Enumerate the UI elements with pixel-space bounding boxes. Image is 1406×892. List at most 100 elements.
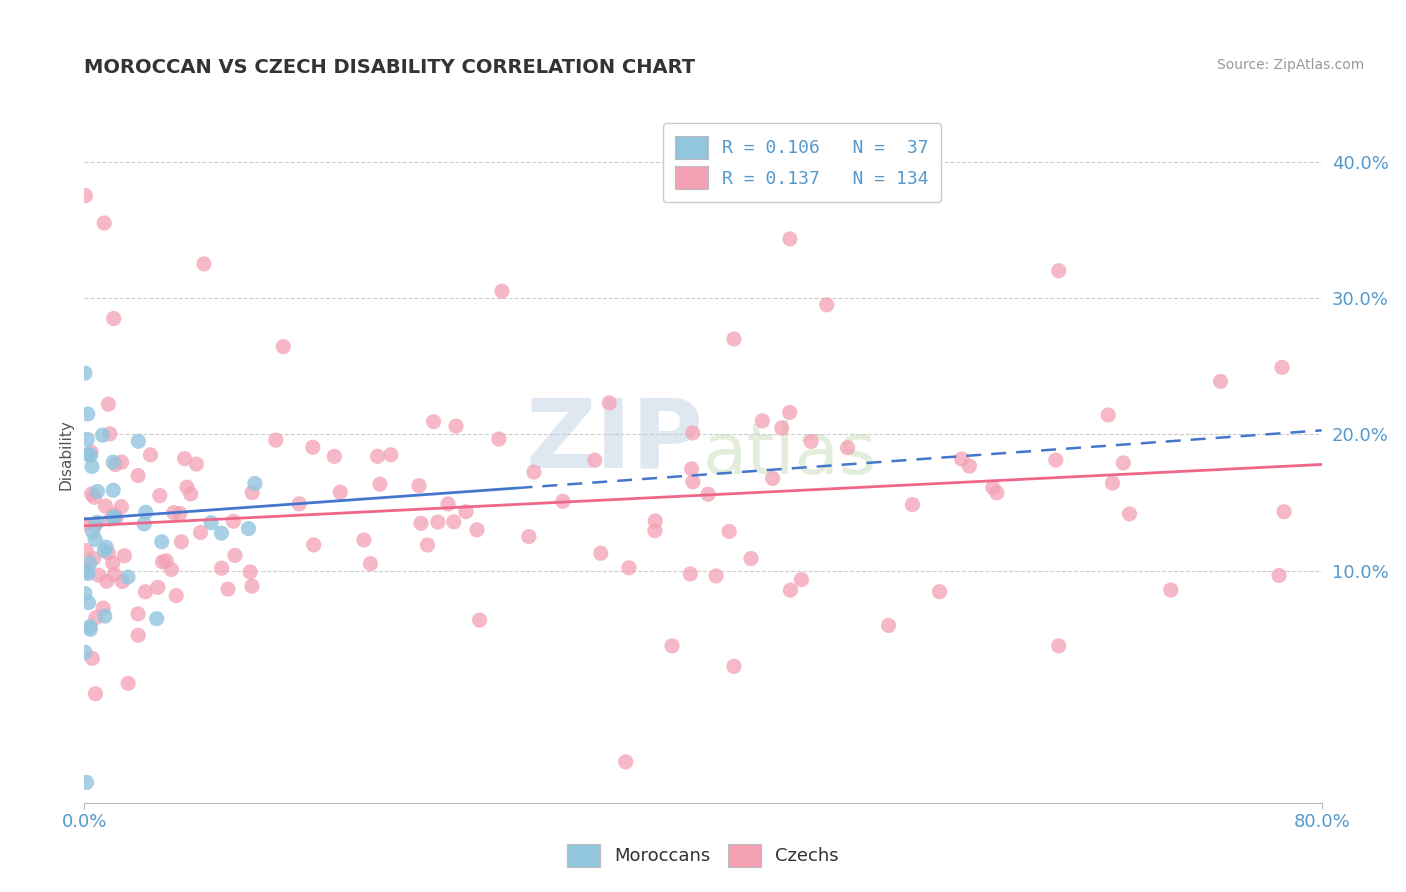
Point [779, 232, 801, 246]
Point [589, 546, 612, 560]
Point [779, 583, 801, 598]
Point [240, 579, 263, 593]
Point [238, 522, 260, 536]
Point [800, 434, 823, 449]
Point [160, 562, 183, 576]
Point [1272, 505, 1295, 519]
Point [103, 511, 125, 525]
Point [762, 471, 785, 485]
Point [1112, 456, 1135, 470]
Point [111, 574, 134, 589]
Point [103, 567, 125, 582]
Point [79, 448, 101, 462]
Point [80, 445, 103, 459]
Point [73, 517, 96, 532]
Point [83, 491, 105, 505]
Point [82, 651, 104, 665]
Point [110, 500, 132, 514]
Point [103, 483, 125, 498]
Point [408, 478, 430, 492]
Text: ZIP: ZIP [524, 394, 703, 488]
Point [76, 775, 98, 789]
Point [155, 554, 177, 568]
Point [110, 455, 132, 469]
Point [73, 645, 96, 659]
Point [981, 481, 1004, 495]
Point [426, 515, 449, 529]
Point [491, 284, 513, 298]
Point [146, 580, 169, 594]
Point [173, 451, 195, 466]
Point [100, 512, 122, 526]
Point [200, 516, 222, 530]
Point [409, 516, 432, 531]
Point [87, 568, 110, 582]
Point [127, 607, 149, 621]
Point [149, 489, 172, 503]
Point [94, 609, 117, 624]
Point [488, 432, 510, 446]
Point [367, 449, 389, 463]
Point [928, 584, 950, 599]
Point [180, 487, 202, 501]
Point [80, 459, 103, 474]
Point [170, 534, 193, 549]
Point [186, 457, 208, 471]
Point [517, 530, 540, 544]
Point [681, 462, 703, 476]
Point [273, 340, 295, 354]
Point [617, 561, 640, 575]
Point [103, 509, 125, 524]
Point [84, 610, 107, 624]
Point [77, 447, 100, 461]
Point [84, 518, 107, 533]
Point [134, 584, 156, 599]
Point [91, 601, 114, 615]
Point [222, 514, 245, 528]
Point [1097, 408, 1119, 422]
Point [751, 414, 773, 428]
Point [93, 543, 115, 558]
Text: Source: ZipAtlas.com: Source: ZipAtlas.com [1216, 58, 1364, 72]
Point [329, 485, 352, 500]
Point [302, 538, 325, 552]
Point [901, 498, 924, 512]
Point [193, 257, 215, 271]
Point [105, 510, 128, 524]
Point [97, 397, 120, 411]
Point [644, 524, 666, 538]
Point [598, 396, 620, 410]
Point [614, 755, 637, 769]
Point [190, 525, 212, 540]
Point [704, 569, 727, 583]
Point [211, 526, 233, 541]
Point [583, 453, 606, 467]
Point [217, 582, 239, 597]
Point [1045, 453, 1067, 467]
Point [723, 332, 745, 346]
Point [75, 565, 97, 579]
Point [86, 484, 108, 499]
Point [169, 507, 191, 521]
Point [443, 515, 465, 529]
Point [877, 618, 900, 632]
Point [468, 613, 491, 627]
Point [957, 459, 980, 474]
Point [380, 448, 402, 462]
Point [98, 426, 121, 441]
Point [837, 441, 859, 455]
Point [80, 487, 103, 501]
Point [770, 421, 793, 435]
Point [682, 475, 704, 489]
Point [1271, 360, 1294, 375]
Text: atlas: atlas [703, 420, 877, 490]
Point [75, 188, 97, 202]
Point [82, 524, 104, 539]
Point [1118, 507, 1140, 521]
Point [152, 555, 174, 569]
Point [94, 540, 117, 554]
Point [93, 216, 115, 230]
Point [353, 533, 375, 547]
Point [150, 534, 173, 549]
Point [84, 533, 107, 547]
